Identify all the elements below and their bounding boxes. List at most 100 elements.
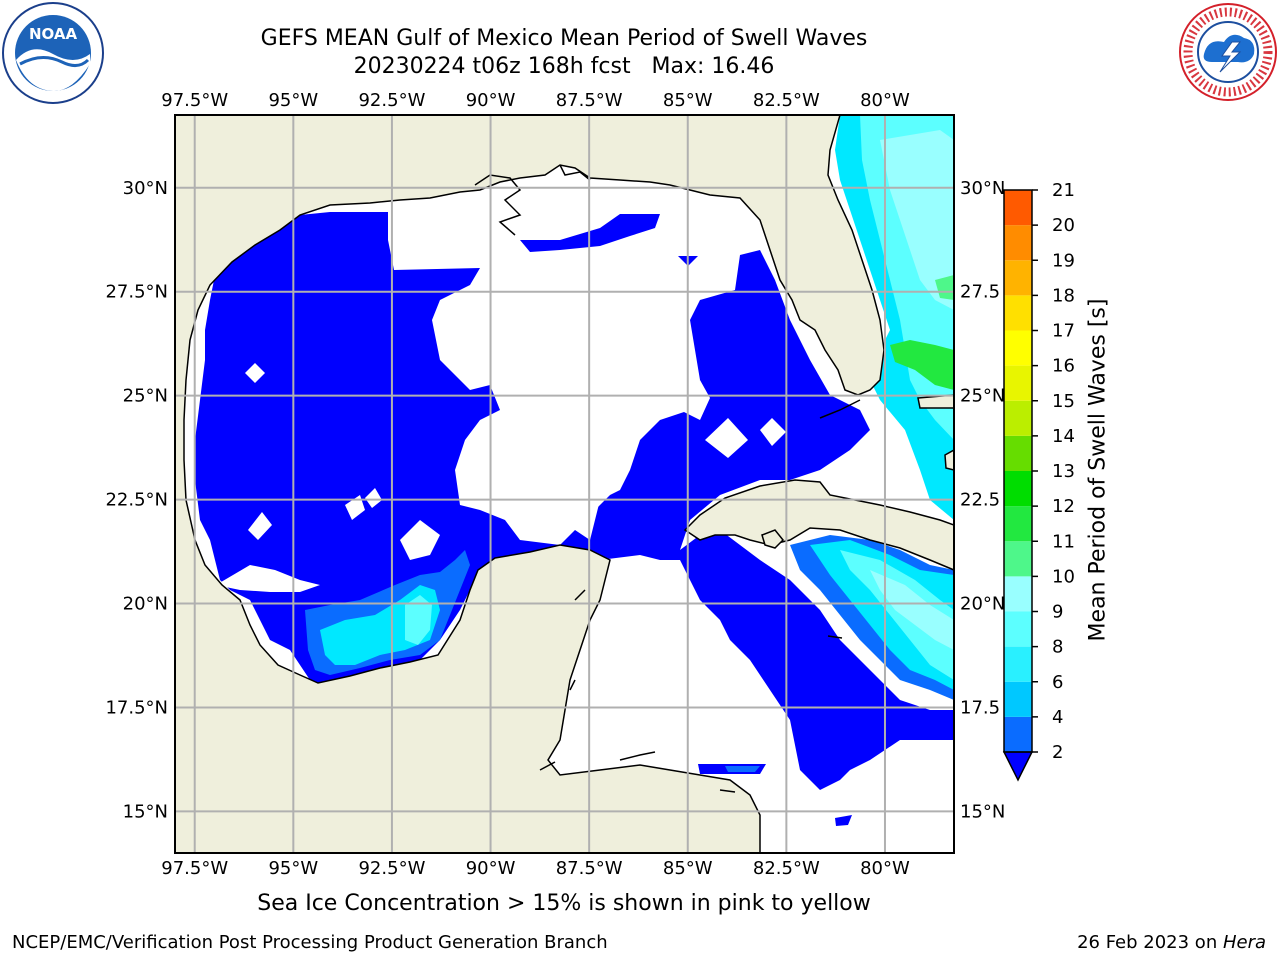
lon-tick-top: 82.5°W [753, 90, 820, 111]
lat-tick-right: 20°N [960, 594, 1005, 615]
colorbar-tick-label: 15 [1052, 391, 1075, 412]
swell-field-bahamas-9s [935, 275, 954, 300]
land [175, 115, 954, 853]
lon-ticks-bottom: 97.5°W 95°W 92.5°W 90°W 87.5°W 85°W 82.5°W 80°W [161, 858, 910, 879]
lat-tick-left: 25°N [123, 386, 168, 407]
map-frame [174, 114, 955, 854]
lat-ticks-right: 30°N 27.5 25°N 22.5 20°N 17.5 15°N [960, 178, 1005, 823]
colorbar-segment [1004, 506, 1032, 542]
swell-field-caribbean-6s [810, 540, 954, 690]
land-isle-of-youth [761, 529, 785, 549]
lat-tick-right: 25°N [960, 386, 1005, 407]
swell-field-atlantic-9s [880, 130, 954, 310]
lat-tick-left: 15°N [123, 801, 168, 822]
coastline-details [474, 164, 861, 793]
colorbar-tick-label: 4 [1052, 707, 1063, 728]
lon-tick-bottom: 97.5°W [161, 858, 228, 879]
colorbar-tick-label: 10 [1052, 566, 1075, 587]
lon-tick-bottom: 95°W [268, 858, 318, 879]
nws-logo [1179, 3, 1277, 101]
colorbar-segment [1004, 225, 1032, 261]
noaa-logo: NOAA [2, 2, 104, 104]
colorbar-tick-label: 12 [1052, 496, 1075, 517]
colorbar-segment [1004, 190, 1032, 226]
colorbar [1002, 189, 1034, 782]
swell-field-south-cuba-cyan [725, 766, 760, 772]
colorbar-segment [1004, 716, 1032, 752]
lon-tick-top: 97.5°W [161, 90, 228, 111]
lon-tick-bottom: 82.5°W [753, 858, 820, 879]
lat-ticks-left: 30°N 27.5°N 25°N 22.5°N 20°N 17.5°N 15°N [105, 178, 168, 823]
lon-tick-bottom: 87.5°W [556, 858, 623, 879]
colorbar-segment [1004, 260, 1032, 296]
colorbar-tick-label: 6 [1052, 672, 1063, 693]
lon-tick-top: 92.5°W [358, 90, 425, 111]
colorbar-tick-label: 11 [1052, 531, 1075, 552]
title-line-1: GEFS MEAN Gulf of Mexico Mean Period of … [260, 26, 868, 51]
colorbar-tick-label: 2 [1052, 742, 1063, 763]
colorbar-segment [1004, 365, 1032, 401]
swell-field-campeche-8s [405, 595, 432, 645]
colorbar-tick-label: 20 [1052, 215, 1075, 236]
colorbar-tick-label: 19 [1052, 250, 1075, 271]
land-cuba [683, 479, 954, 571]
footer-date: 26 Feb 2023 on [1077, 932, 1223, 953]
footer-machine: Hera [1222, 932, 1266, 953]
colorbar-tick-label: 16 [1052, 356, 1075, 377]
lon-tick-top: 95°W [268, 90, 318, 111]
lon-tick-top: 87.5°W [556, 90, 623, 111]
lon-tick-bottom: 80°W [860, 858, 910, 879]
lon-tick-bottom: 90°W [466, 858, 516, 879]
colorbar-ticks: 21 20 19 18 17 16 15 14 13 12 11 10 9 8 6 4 2 [1032, 180, 1075, 763]
footer-left: NCEP/EMC/Verification Post Processing Pr… [12, 932, 608, 953]
colorbar-tick-label: 17 [1052, 321, 1075, 342]
lon-tick-top: 85°W [663, 90, 713, 111]
lon-tick-top: 80°W [860, 90, 910, 111]
colorbar-segment [1004, 541, 1032, 577]
colorbar-tick-label: 14 [1052, 426, 1075, 447]
lat-tick-right: 15°N [960, 801, 1005, 822]
colorbar-tick-label: 21 [1052, 180, 1075, 201]
colorbar-segment [1004, 646, 1032, 682]
colorbar-segment [1004, 611, 1032, 647]
swell-field-islet [835, 815, 852, 826]
colorbar-tick-label: 18 [1052, 285, 1075, 306]
colorbar-segment [1004, 435, 1032, 471]
swell-field-bahamas-10s [890, 340, 954, 390]
map-content [175, 115, 954, 853]
colorbar-tick-label: 8 [1052, 637, 1063, 658]
lon-tick-bottom: 92.5°W [358, 858, 425, 879]
lat-tick-right: 17.5 [960, 697, 1000, 718]
colorbar-segment [1004, 471, 1032, 507]
lat-tick-left: 20°N [123, 594, 168, 615]
colorbar-segment [1004, 400, 1032, 436]
lat-tick-left: 30°N [123, 178, 168, 199]
lat-tick-left: 17.5°N [105, 697, 168, 718]
swell-field-caribbean-8s [840, 550, 954, 680]
colorbar-segment [1004, 681, 1032, 717]
colorbar-segment [1004, 576, 1032, 612]
land-bahamas-2 [944, 449, 954, 471]
colorbar-segment [1004, 295, 1032, 331]
lat-tick-left: 22.5°N [105, 490, 168, 511]
lon-tick-bottom: 85°W [663, 858, 713, 879]
colorbar-tick-label: 13 [1052, 461, 1075, 482]
lon-tick-top: 90°W [466, 90, 516, 111]
colorbar-segment [1004, 330, 1032, 366]
noaa-logo-text: NOAA [29, 25, 78, 43]
gridlines [175, 115, 954, 853]
lon-ticks-top: 97.5°W 95°W 92.5°W 90°W 87.5°W 85°W 82.5°W 80°W [161, 90, 910, 111]
lat-tick-right: 30°N [960, 178, 1005, 199]
lat-tick-right: 27.5 [960, 282, 1000, 303]
colorbar-label: Mean Period of Swell Waves [s] [1085, 298, 1111, 642]
colorbar-tick-label: 9 [1052, 602, 1063, 623]
lat-tick-left: 27.5°N [105, 282, 168, 303]
lat-tick-right: 22.5 [960, 490, 1000, 511]
colorbar-extend-arrow [1002, 751, 1034, 782]
title-line-2: 20230224 t06z 168h fcst Max: 16.46 [353, 54, 775, 79]
land-bahamas [917, 394, 954, 409]
footer-right: 26 Feb 2023 on Hera [1077, 932, 1266, 953]
sea-ice-note: Sea Ice Concentration > 15% is shown in … [257, 891, 871, 916]
swell-field-caribbean-9s [870, 570, 954, 650]
